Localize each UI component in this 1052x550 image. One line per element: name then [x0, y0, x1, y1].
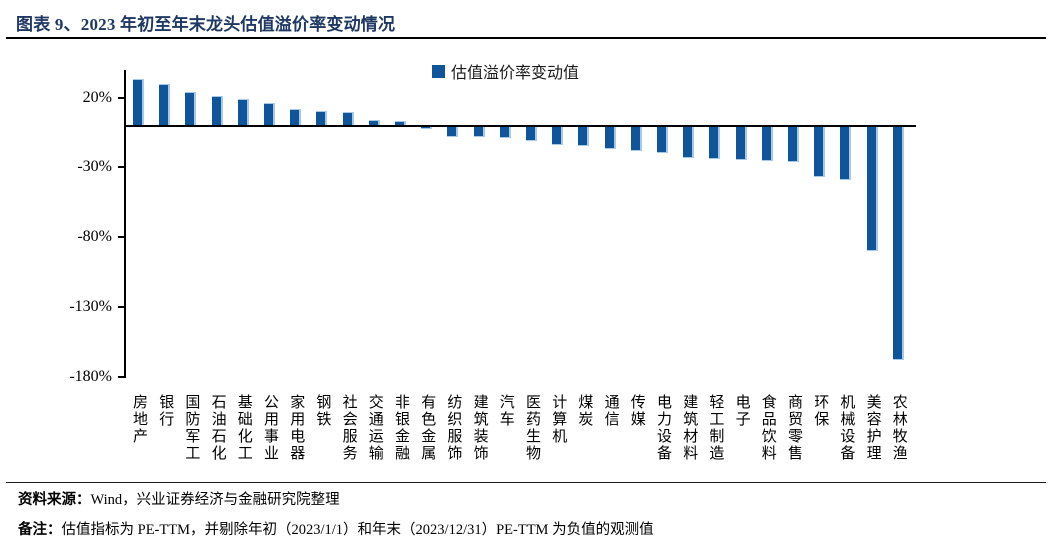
bar	[316, 110, 328, 126]
x-axis-label: 家用电器	[288, 394, 305, 462]
x-axis-label: 传媒	[628, 394, 645, 428]
bar	[368, 119, 380, 126]
x-axis-label: 环保	[812, 394, 829, 428]
y-axis-tick-label: -80%	[77, 228, 112, 246]
bar	[237, 98, 249, 126]
x-axis-label: 商贸零售	[786, 394, 802, 462]
bar	[421, 125, 433, 129]
bar	[657, 125, 668, 154]
x-axis-label: 公用事业	[262, 394, 278, 462]
x-axis-label: 社会服务	[340, 394, 357, 462]
x-axis-label: 房地产	[131, 394, 147, 445]
x-axis-label: 钢铁	[314, 394, 331, 428]
bar	[473, 125, 485, 138]
x-axis-label: 食品饮料	[759, 394, 776, 462]
note-line: 备注：估值指标为 PE-TTM，并剔除年初（2023/1/1）和年末（2023/…	[18, 518, 654, 539]
y-axis-tick	[118, 375, 125, 378]
bar	[630, 125, 642, 151]
bar	[499, 125, 511, 139]
y-axis-tick	[118, 166, 125, 169]
y-axis-tick-label: -130%	[69, 297, 112, 315]
bar	[526, 125, 537, 141]
source-line: 资料来源：Wind，兴业证券经济与金融研究院整理	[18, 488, 340, 509]
x-axis-label: 石油石化	[209, 394, 226, 462]
bar	[840, 125, 852, 180]
source-text: Wind，兴业证券经济与金融研究院整理	[90, 492, 340, 508]
bar	[866, 125, 878, 252]
x-axis-label: 医药生物	[524, 394, 540, 462]
bar	[788, 125, 799, 163]
x-axis-label: 国防军工	[183, 394, 200, 462]
figure-title: 图表 9、2023 年初至年末龙头估值溢价率变动情况	[16, 15, 396, 34]
x-axis-label: 电子	[733, 394, 750, 428]
note-label: 备注：	[18, 522, 62, 538]
legend-swatch-icon	[432, 64, 445, 78]
x-axis-label: 农林牧渔	[890, 394, 907, 462]
x-axis-zero-line	[124, 124, 916, 127]
x-axis-label: 建筑材料	[681, 394, 698, 462]
x-axis-label: 基础化工	[235, 394, 252, 462]
x-axis-label: 交通运输	[366, 394, 383, 462]
y-axis-tick-label: -30%	[77, 158, 112, 176]
note-text: 估值指标为 PE-TTM，并剔除年初（2023/1/1）和年末（2023/12/…	[61, 522, 654, 538]
bar	[159, 83, 171, 126]
legend-label: 估值溢价率变动值	[451, 65, 580, 82]
bar	[447, 125, 459, 137]
y-axis-tick-label: -180%	[69, 367, 112, 385]
x-axis-label: 非银金融	[393, 394, 409, 462]
bar	[185, 91, 197, 126]
x-axis-label: 纺织服饰	[445, 394, 462, 462]
bar	[290, 108, 302, 126]
x-axis-label: 煤炭	[576, 394, 593, 428]
x-axis-label: 有色金属	[419, 394, 436, 462]
y-axis-tick-label: 20%	[82, 88, 112, 106]
title-underline	[6, 37, 1046, 39]
x-axis-label: 轻工制造	[707, 394, 724, 462]
bar	[814, 125, 826, 178]
x-axis-label: 计算机	[550, 394, 567, 445]
x-axis-label: 电力设备	[655, 394, 671, 462]
bar	[735, 125, 747, 160]
bar	[892, 125, 904, 361]
y-axis-tick	[118, 96, 125, 99]
x-axis-label: 建筑装饰	[471, 394, 488, 462]
bar	[211, 96, 223, 126]
bar	[761, 125, 773, 162]
bar	[342, 111, 354, 126]
y-axis-line	[124, 70, 126, 378]
x-axis-label: 银行	[157, 394, 174, 428]
source-label: 资料来源：	[18, 492, 91, 508]
x-axis-label: 通信	[602, 394, 619, 428]
bar	[133, 79, 144, 126]
y-axis-tick	[118, 305, 125, 308]
footer-separator	[6, 482, 1046, 483]
bar	[709, 125, 721, 159]
bar	[578, 125, 590, 147]
y-axis-tick	[118, 236, 125, 239]
bar	[683, 125, 695, 158]
bar	[552, 125, 564, 146]
x-axis-label: 汽车	[497, 394, 514, 428]
bar	[604, 125, 616, 150]
x-axis-label: 美容护理	[864, 394, 881, 462]
chart-legend: 估值溢价率变动值	[432, 62, 580, 82]
x-axis-label: 机械设备	[838, 394, 855, 462]
bar	[395, 121, 406, 126]
bar	[264, 103, 275, 126]
